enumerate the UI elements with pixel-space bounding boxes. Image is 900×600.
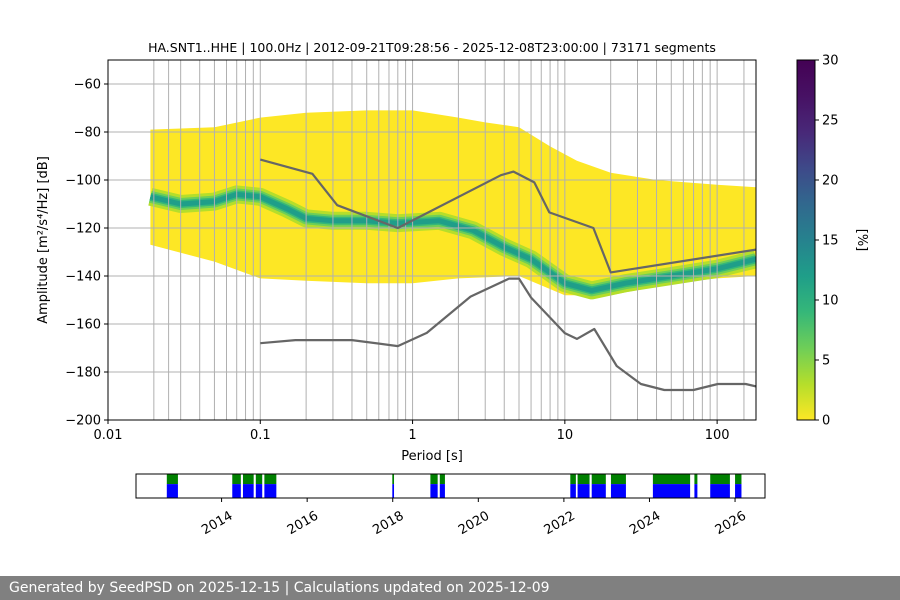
availability-segment [694, 474, 698, 485]
processed-segment [242, 484, 254, 498]
processed-segment [694, 484, 698, 498]
availability-segment [652, 474, 691, 485]
data-availability-timeline [166, 474, 742, 498]
y-tick-label: −80 [74, 126, 101, 141]
processed-segment [264, 484, 277, 498]
x-tick-label: 1 [408, 428, 416, 443]
y-tick-label: −100 [65, 174, 101, 189]
x-tick-label: 0.1 [250, 428, 271, 443]
availability-segment [264, 474, 277, 485]
noise-model-curves [260, 158, 756, 392]
y-tick-label: −200 [65, 414, 101, 429]
availability-segment [232, 474, 241, 485]
series-line-nhnm [260, 158, 756, 274]
availability-segment [710, 474, 730, 485]
colorbar-tick-label: 15 [822, 234, 839, 249]
x-tick-label: 100 [705, 428, 730, 443]
y-tick-label: −120 [65, 222, 101, 237]
availability-segment [166, 474, 178, 485]
timeline-frame [135, 473, 766, 499]
availability-segment [591, 474, 606, 485]
processed-segment [166, 484, 178, 498]
colorbar-tick-label: 30 [822, 54, 839, 69]
series-line-nlnm [260, 277, 756, 392]
availability-segment [392, 474, 395, 485]
processed-segment [591, 484, 606, 498]
availability-segment [255, 474, 263, 485]
colorbar-tick-label: 5 [822, 354, 830, 369]
footer-text: Generated by SeedPSD on 2025-12-15 | Cal… [0, 576, 900, 600]
grid-lines [108, 60, 756, 420]
processed-segment [392, 484, 395, 498]
psd-density-envelope [150, 110, 756, 296]
timeline-tick-label: 2026 [713, 509, 749, 539]
colorbar [796, 59, 816, 421]
y-tick-label: −140 [65, 270, 101, 285]
timeline-tick-label: 2024 [627, 509, 663, 539]
availability-segment [430, 474, 438, 485]
processed-segment [735, 484, 742, 498]
colorbar-label: [%] [854, 229, 869, 252]
x-axis-label: Period [s] [401, 449, 463, 464]
x-axis: 0.01 0.1 1 10 100 [94, 420, 730, 443]
y-axis: −60 −80 −100 −120 −140 −160 −180 −200 [65, 78, 108, 429]
plot-frame [107, 59, 757, 421]
colorbar-tick-label: 25 [822, 114, 839, 129]
y-tick-label: −60 [74, 78, 101, 93]
y-tick-label: −160 [65, 318, 101, 333]
timeline-tick-label: 2014 [199, 509, 235, 539]
psd-density [148, 110, 756, 300]
processed-segment [710, 484, 730, 498]
colorbar-tick-label: 20 [822, 174, 839, 189]
availability-segment [735, 474, 742, 485]
processed-segment [439, 484, 445, 498]
processed-segment [570, 484, 576, 498]
availability-segment [610, 474, 626, 485]
processed-segment [577, 484, 590, 498]
processed-segment [255, 484, 263, 498]
y-tick-label: −180 [65, 366, 101, 381]
colorbar-ticks: 0 5 10 15 20 25 30 [815, 54, 839, 429]
availability-segment [577, 474, 590, 485]
colorbar-tick-label: 10 [822, 294, 839, 309]
processed-segment [430, 484, 438, 498]
processed-segment [232, 484, 241, 498]
processed-segment [610, 484, 626, 498]
x-tick-label: 0.01 [94, 428, 123, 443]
availability-segment [439, 474, 445, 485]
psd-mode-band-3 [149, 191, 756, 293]
processed-segment [652, 484, 691, 498]
timeline-tick-label: 2022 [542, 509, 578, 539]
availability-segment [242, 474, 254, 485]
timeline-tick-label: 2016 [285, 509, 321, 539]
y-axis-label: Amplitude [m²/s⁴/Hz] [dB] [36, 156, 51, 324]
availability-segment [570, 474, 576, 485]
x-tick-label: 10 [557, 428, 574, 443]
timeline-tick-label: 2018 [370, 509, 406, 539]
chart-title: HA.SNT1..HHE | 100.0Hz | 2012-09-21T09:2… [148, 40, 716, 55]
colorbar-tick-label: 0 [822, 414, 830, 429]
timeline-tick-label: 2020 [456, 509, 492, 539]
timeline-axis: 2014 2016 2018 2020 2022 2024 2026 [199, 498, 749, 538]
